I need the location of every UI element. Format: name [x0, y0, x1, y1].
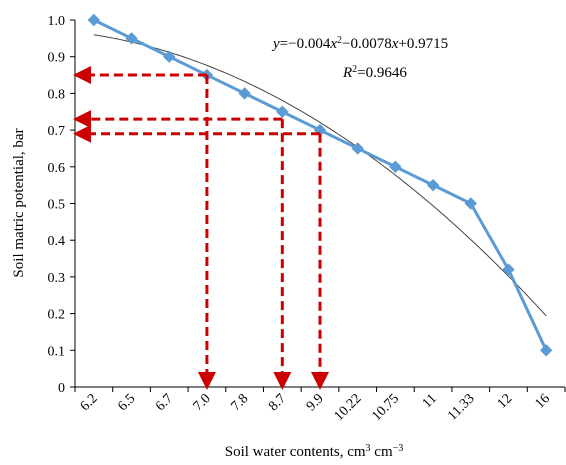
data-point-marker [464, 197, 477, 210]
y-tick-label: 0 [58, 381, 65, 396]
x-tick-label: 9.9 [304, 391, 327, 414]
data-point-marker [276, 105, 289, 118]
x-tick-label: 10.75 [369, 391, 402, 424]
y-tick-label: 0.8 [48, 87, 66, 102]
y-tick-label: 0.3 [48, 271, 66, 286]
x-tick-label: 6.5 [115, 391, 138, 414]
series-line [93, 18, 548, 351]
x-tick-label: 6.7 [153, 391, 176, 414]
x-tick-label: 16 [532, 391, 553, 412]
y-tick-label: 0.1 [48, 344, 66, 359]
r-squared-text: R2=0.9646 [342, 64, 407, 82]
data-point-marker [163, 50, 176, 63]
y-tick-label: 0.5 [48, 198, 66, 213]
x-tick-label: 7.0 [191, 391, 214, 414]
x-tick-label: 11.33 [445, 391, 478, 424]
data-point-marker [426, 178, 440, 192]
x-tick-label: 10.22 [332, 391, 365, 424]
x-tick-label: 7.8 [228, 391, 251, 414]
x-tick-label: 11 [420, 391, 440, 411]
y-tick-label: 1.0 [48, 14, 66, 29]
x-axis-title: Soil water contents, cm3 cm−3 [225, 443, 404, 461]
x-tick-label: 6.2 [78, 391, 101, 414]
x-tick-label: 12 [495, 391, 516, 412]
y-axis-title: Soil matric potential, bar [11, 128, 27, 277]
data-point-marker [389, 160, 402, 174]
x-tick-label: 8.7 [266, 391, 289, 414]
equation-text: y=−0.004x2−0.0078x+0.9715 [271, 35, 448, 53]
y-tick-label: 0.9 [48, 51, 66, 66]
data-point-marker [87, 13, 101, 27]
data-point-marker [502, 263, 515, 276]
data-point-marker [351, 142, 364, 155]
y-tick-label: 0.2 [48, 308, 66, 323]
y-tick-label: 0.4 [48, 234, 66, 249]
data-point-marker [238, 87, 251, 100]
y-tick-label: 0.6 [48, 161, 66, 176]
data-point-marker [539, 344, 553, 357]
plot-area: 0 0.1 0.2 0.3 0.4 0.5 0.6 0.7 0.8 0.9 1.0 6.2 6.5 6.7… [48, 13, 566, 424]
y-tick-label: 0.7 [48, 124, 66, 139]
trendline-equation: y=−0.004x2−0.0078x+0.9715 R2=0.9646 [271, 35, 448, 82]
trendline [93, 34, 547, 317]
data-point-marker [125, 32, 138, 45]
